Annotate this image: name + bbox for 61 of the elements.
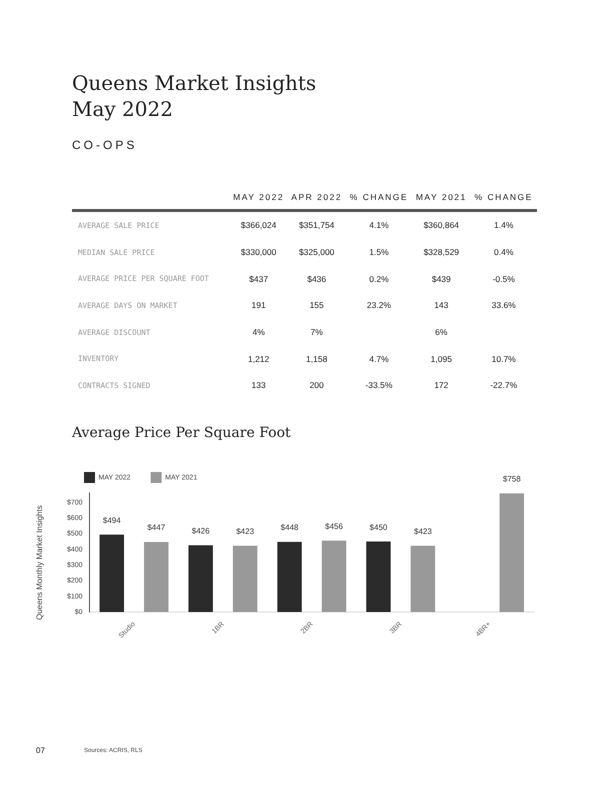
text: -0.5% [492, 274, 515, 284]
text: $366,024 [240, 220, 276, 230]
text: 23.2% [366, 300, 391, 310]
bar [144, 542, 168, 612]
data-label: $450 [370, 522, 388, 532]
text: Queens Market Insights May 2022 [72, 70, 316, 122]
category-label: % CHANGE [470, 192, 537, 210]
text: 1.4% [494, 220, 514, 230]
data-label: $758 [502, 474, 522, 484]
text: 1.5% [369, 247, 389, 258]
data-label: $447 [147, 523, 166, 532]
data-label: $448 [280, 523, 300, 532]
bar [322, 540, 346, 612]
text: $439 [432, 274, 451, 284]
text: 0.2% [369, 274, 389, 284]
text: 4.1% [369, 220, 389, 230]
text: 07 [36, 746, 45, 755]
chart-title: Average Price Per Square Foot [72, 425, 291, 441]
text: 1,212 [248, 354, 270, 364]
bar [232, 546, 258, 612]
data-label: $426 [192, 526, 210, 536]
text: $436 [307, 274, 326, 284]
data-label: $494 [102, 516, 122, 525]
text: 191 [252, 300, 266, 310]
bar [100, 534, 124, 612]
category-label: % CHANGE [346, 192, 412, 210]
text: -22.7% [490, 380, 518, 390]
category-label: MAY 2022 [230, 192, 288, 210]
text: 4% [252, 327, 265, 338]
bar [188, 545, 213, 612]
category-label: MAY 2021 [412, 192, 470, 210]
text: 143 [434, 300, 448, 310]
text: 172 [434, 380, 448, 390]
text: 1,158 [306, 354, 328, 364]
text: 1,095 [430, 354, 452, 364]
bar [410, 546, 436, 612]
text: $330,000 [240, 247, 276, 258]
bar [500, 493, 524, 612]
text: 155 [310, 300, 324, 310]
text: $351,754 [298, 220, 334, 230]
text: 0.4% [494, 247, 514, 258]
data-label: $423 [414, 526, 432, 536]
text: 7% [310, 327, 323, 338]
text: $328,529 [424, 247, 460, 258]
text: $325,000 [298, 247, 334, 258]
bar [277, 542, 302, 612]
text: 6% [435, 327, 448, 338]
bar [366, 542, 391, 612]
text: $437 [249, 274, 268, 284]
text: CO-OPS [72, 138, 138, 152]
text: $360,864 [424, 220, 460, 230]
text: 33.6% [492, 300, 516, 310]
text: Queens Monthly Market Insights [35, 505, 44, 620]
category-label: APR 2022 [288, 192, 346, 210]
data-label: $423 [236, 526, 255, 536]
text: 10.7% [492, 354, 516, 364]
text: 133 [252, 380, 266, 390]
text: 4.7% [369, 354, 389, 364]
data-label: $456 [325, 522, 344, 531]
text: -33.5% [365, 380, 392, 390]
text: 200 [310, 380, 324, 390]
